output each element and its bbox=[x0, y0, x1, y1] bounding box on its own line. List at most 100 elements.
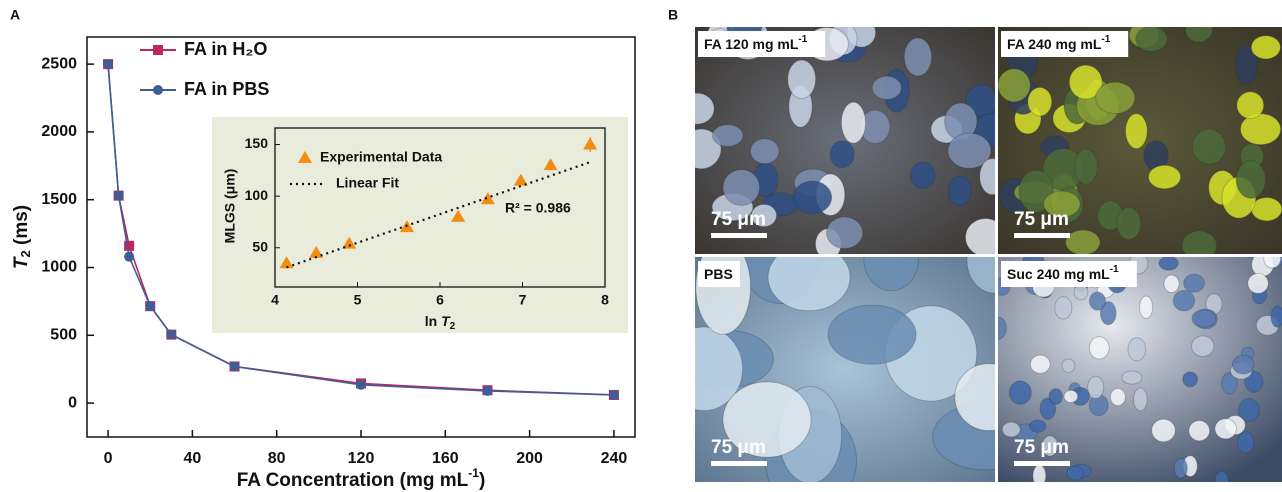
x-tick-label: 8 bbox=[601, 292, 609, 308]
micrograph-label-sup: -1 bbox=[1110, 264, 1119, 275]
y-tick-label: 150 bbox=[245, 135, 269, 151]
grain bbox=[1088, 291, 1106, 311]
grain bbox=[1214, 418, 1237, 440]
grain bbox=[1027, 86, 1053, 117]
marker bbox=[356, 379, 366, 390]
grain bbox=[840, 101, 867, 144]
x-tick-label: 80 bbox=[268, 450, 286, 467]
grain bbox=[1043, 190, 1081, 218]
grain bbox=[1116, 206, 1142, 241]
grain bbox=[787, 59, 817, 100]
marker bbox=[482, 385, 493, 396]
y-axis-label: T2 (ms) bbox=[11, 205, 33, 269]
grains bbox=[695, 257, 995, 482]
grain bbox=[1029, 419, 1047, 433]
scale-bar bbox=[1014, 233, 1070, 238]
grain bbox=[1244, 370, 1264, 393]
y-tick-label: 500 bbox=[50, 327, 77, 344]
grain bbox=[1236, 431, 1255, 454]
grain bbox=[964, 218, 995, 254]
grain bbox=[1125, 113, 1148, 150]
grain bbox=[1236, 91, 1265, 120]
grain bbox=[1238, 397, 1260, 422]
grain bbox=[1147, 164, 1182, 190]
micrograph-label-text: FA 120 mg mL bbox=[704, 36, 799, 52]
y-tick-label: 1000 bbox=[41, 259, 77, 276]
annotation: R² = 0.986 bbox=[505, 200, 571, 216]
grain bbox=[1270, 305, 1282, 328]
legend-marker bbox=[153, 45, 163, 55]
scale-label: 75 μm bbox=[1014, 209, 1069, 230]
grain bbox=[1068, 64, 1103, 100]
y-axis-label-text: (ms) bbox=[11, 205, 32, 250]
x-tick-label: 6 bbox=[436, 292, 444, 308]
marker bbox=[145, 301, 156, 312]
grain bbox=[1132, 387, 1148, 412]
y-tick-label: 1500 bbox=[41, 191, 77, 208]
micrograph-label-text: FA 240 mg mL bbox=[1007, 36, 1102, 52]
grain bbox=[792, 180, 833, 215]
legend-label: Experimental Data bbox=[320, 149, 442, 165]
grain bbox=[749, 138, 780, 165]
grain bbox=[979, 157, 995, 196]
grain bbox=[1127, 337, 1147, 362]
marker bbox=[124, 251, 135, 262]
y-tick-label: 100 bbox=[245, 187, 269, 203]
grain bbox=[750, 203, 778, 228]
grain bbox=[1008, 380, 1032, 405]
marker bbox=[103, 59, 114, 70]
micrograph-label-sup: -1 bbox=[798, 34, 807, 45]
grain bbox=[1250, 35, 1281, 60]
x-axis-label-symbol: T bbox=[441, 313, 451, 329]
micrograph-label-text: PBS bbox=[704, 266, 733, 282]
micrograph-label: FA 240 mg mL-1 bbox=[1007, 34, 1111, 52]
grain bbox=[998, 316, 1007, 340]
grain bbox=[695, 326, 744, 412]
y-tick-label: 2500 bbox=[41, 55, 77, 72]
micrograph: PBS 75 μm bbox=[695, 257, 995, 482]
legend-label: FA in PBS bbox=[184, 79, 269, 99]
x-tick-label: 120 bbox=[348, 450, 375, 467]
grain bbox=[1221, 371, 1238, 395]
y-axis-label-sub: 2 bbox=[18, 250, 33, 257]
grain bbox=[1158, 257, 1179, 271]
marker bbox=[309, 245, 324, 258]
grain bbox=[1095, 81, 1136, 115]
x-axis-label: ln T2 bbox=[425, 313, 456, 332]
grain bbox=[998, 68, 1031, 103]
grain bbox=[947, 132, 992, 169]
grain bbox=[1032, 464, 1047, 482]
grain bbox=[1247, 272, 1269, 294]
grain bbox=[1138, 295, 1154, 320]
grain bbox=[1087, 375, 1105, 400]
grain bbox=[1066, 465, 1085, 481]
label-box bbox=[1001, 261, 1137, 287]
marker bbox=[451, 209, 466, 222]
grain bbox=[1054, 296, 1073, 320]
grain bbox=[1001, 421, 1021, 438]
grain bbox=[722, 169, 761, 206]
grain bbox=[1192, 128, 1227, 165]
grain bbox=[695, 92, 715, 125]
grain bbox=[1065, 229, 1101, 254]
grain bbox=[1039, 397, 1057, 420]
x-tick-label: 7 bbox=[519, 292, 527, 308]
grain bbox=[1191, 309, 1217, 328]
marker bbox=[608, 389, 619, 400]
grain bbox=[954, 363, 995, 432]
grain bbox=[1214, 470, 1229, 482]
y-axis-label-symbol: T bbox=[11, 256, 32, 269]
x-tick-label: 5 bbox=[354, 292, 362, 308]
grain bbox=[826, 216, 864, 250]
marker bbox=[166, 329, 177, 340]
grain bbox=[1088, 336, 1110, 360]
scale-label: 75 μm bbox=[1014, 437, 1069, 458]
legend-marker bbox=[298, 151, 312, 163]
grain bbox=[1183, 273, 1206, 293]
grain bbox=[871, 75, 902, 100]
marker bbox=[480, 192, 495, 205]
micrograph-label: PBS bbox=[704, 266, 733, 282]
scale-bar bbox=[711, 461, 767, 466]
x-tick-label: 200 bbox=[516, 450, 543, 467]
